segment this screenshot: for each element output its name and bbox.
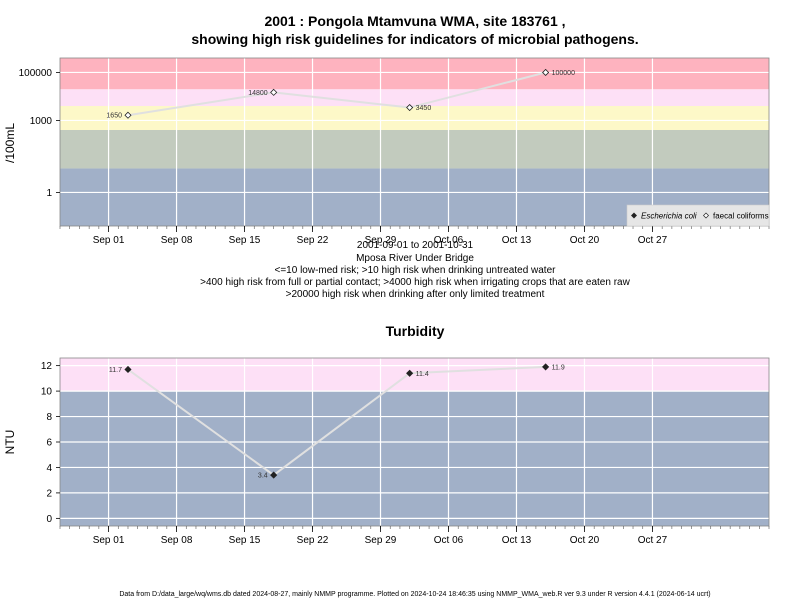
series-line-1 xyxy=(127,71,546,117)
x-tick-label-1: Sep 01 xyxy=(93,535,125,546)
legend-box xyxy=(626,204,770,227)
data-point-4 xyxy=(542,68,550,77)
chart2-title: Turbidity xyxy=(386,323,445,339)
microbial-risk-bands xyxy=(60,58,769,226)
series-line-1 xyxy=(127,365,546,477)
turbidity-risk-bands xyxy=(60,358,769,526)
microbial-chart: 1650 14800 3450 100000 1 1000 100000 Sep 01 Sep… xyxy=(19,57,770,246)
risk-band-2 xyxy=(60,130,769,169)
x-tick-label-7: Oct 13 xyxy=(502,235,532,246)
microbial-legend: Escherichia coli faecal coliforms xyxy=(626,204,770,227)
y-tick-label-2: 1000 xyxy=(30,116,53,127)
x-tick-label-4: Sep 22 xyxy=(297,235,329,246)
data-label-3: 3450 xyxy=(416,105,432,112)
data-label-2: 3.4 xyxy=(258,473,268,480)
x-tick-label-8: Oct 20 xyxy=(570,535,600,546)
risk-band-2 xyxy=(60,358,769,392)
x-tick-label-2: Sep 08 xyxy=(161,535,193,546)
data-point-1 xyxy=(124,111,132,119)
x-tick-label-6: Oct 06 xyxy=(434,235,464,246)
data-label-3: 11.4 xyxy=(416,371,429,378)
microbial-axes: 1 1000 100000 Sep 01 Sep 08 Sep 15 Sep 22 Sep 2… xyxy=(19,57,770,246)
risk-band-1 xyxy=(60,391,769,526)
y-tick-label-6: 10 xyxy=(41,387,53,398)
x-tick-label-6: Oct 06 xyxy=(434,535,464,546)
data-label-4: 11.9 xyxy=(552,364,565,371)
y-tick-label-4: 6 xyxy=(46,438,52,449)
data-point-3 xyxy=(406,103,414,112)
y-tick-label-5: 8 xyxy=(46,412,52,423)
chart1-ylabel: /100mL xyxy=(3,123,17,163)
x-tick-label-5: Sep 29 xyxy=(365,235,397,246)
turbidity-axes: 0 2 4 6 8 10 12 Sep 01 Sep 08 Sep 15 Sep 22 Sep 29 O… xyxy=(41,357,770,546)
data-label-4: 100000 xyxy=(552,70,575,77)
x-tick-label-3: Sep 15 xyxy=(229,535,261,546)
chart1-title-line2: showing high risk guidelines for indicat… xyxy=(191,31,638,47)
legend-marker-2 xyxy=(703,212,709,219)
x-tick-label-9: Oct 27 xyxy=(638,235,668,246)
chart1-subtitle-line-2: Mposa River Under Bridge xyxy=(356,253,474,264)
y-tick-label-7: 12 xyxy=(41,361,53,372)
turbidity-chart: 11.7 3.4 11.4 11.9 0 2 4 6 8 10 12 Sep 01 Sep 08 Sep… xyxy=(41,357,770,546)
x-tick-label-7: Oct 13 xyxy=(502,535,532,546)
x-tick-label-4: Sep 22 xyxy=(297,535,329,546)
x-tick-label-2: Sep 08 xyxy=(161,235,193,246)
x-tick-label-9: Oct 27 xyxy=(638,535,668,546)
chart1-title: 2001 : Pongola Mtamvuna WMA, site 183761… xyxy=(264,13,565,29)
chart2-ylabel: NTU xyxy=(3,430,17,455)
y-tick-label-1: 1 xyxy=(46,188,52,199)
plot-frame xyxy=(59,57,770,227)
x-tick-label-3: Sep 15 xyxy=(229,235,261,246)
data-point-1 xyxy=(124,365,132,374)
y-tick-label-1: 0 xyxy=(46,514,52,525)
legend-label-1: Escherichia coli xyxy=(641,212,697,221)
x-tick-label-8: Oct 20 xyxy=(570,235,600,246)
data-point-2 xyxy=(270,471,278,479)
data-point-2 xyxy=(270,88,278,96)
turbidity-gridlines xyxy=(60,358,769,526)
chart1-subtitle-line-1: 2001-09-01 to 2001-10-31 xyxy=(357,240,474,251)
data-point-4 xyxy=(542,363,550,371)
x-tick-label-5: Sep 29 xyxy=(365,535,397,546)
data-label-1: 1650 xyxy=(106,113,122,120)
microbial-series: 1650 14800 3450 100000 xyxy=(106,68,575,120)
y-tick-label-3: 100000 xyxy=(19,68,53,79)
chart1-subtitle-line-3: <=10 low-med risk; >10 high risk when dr… xyxy=(275,265,557,276)
risk-band-4 xyxy=(60,89,769,106)
risk-band-5 xyxy=(60,58,769,90)
chart1-subtitle-line-4: >400 high risk from full or partial cont… xyxy=(200,277,630,288)
risk-band-3 xyxy=(60,106,769,130)
turbidity-series: 11.7 3.4 11.4 11.9 xyxy=(109,363,565,480)
x-tick-label-1: Sep 01 xyxy=(93,235,125,246)
data-point-3 xyxy=(406,369,414,377)
chart1-subtitle-line-5: >20000 high risk when drinking after onl… xyxy=(286,289,545,300)
data-label-1: 11.7 xyxy=(109,367,122,374)
data-label-2: 14800 xyxy=(248,90,268,97)
y-tick-label-2: 2 xyxy=(46,488,52,499)
legend-marker-1 xyxy=(631,212,637,219)
footer-note: Data from D:/data_large/wq/wms.db dated … xyxy=(119,591,710,598)
y-tick-label-3: 4 xyxy=(46,463,52,474)
microbial-gridlines xyxy=(60,58,769,226)
legend-label-2: faecal coliforms xyxy=(713,212,769,221)
